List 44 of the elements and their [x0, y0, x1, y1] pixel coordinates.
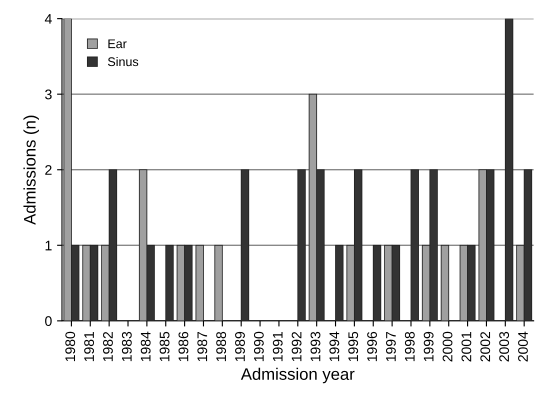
x-tick-label: 1999 — [424, 332, 434, 362]
x-tick-label: 1981 — [84, 332, 94, 362]
bar — [297, 169, 306, 321]
bar — [440, 244, 450, 321]
bar — [240, 169, 250, 321]
x-tick-label: 1982 — [103, 332, 113, 362]
y-tick-label: 2 — [45, 165, 52, 175]
x-axis-title: Admission year — [240, 368, 354, 384]
x-tick-label: 1993 — [310, 332, 320, 362]
bar — [410, 169, 419, 321]
x-tick-label: 1983 — [122, 332, 132, 362]
legend-label: Sinus — [108, 56, 138, 66]
x-tick-label: 1986 — [178, 332, 188, 362]
bar — [165, 244, 174, 321]
x-tick-label: 2004 — [518, 332, 528, 362]
legend-label: Ear — [108, 39, 127, 48]
x-tick-label: 1988 — [216, 332, 226, 362]
bar — [196, 244, 204, 321]
x-tick-label: 1994 — [329, 332, 340, 362]
y-tick-label: 0 — [45, 316, 52, 326]
x-tick-label: 2001 — [461, 332, 472, 362]
x-tick-label: 1998 — [404, 332, 415, 362]
x-tick-label: 1990 — [254, 332, 264, 362]
bar — [372, 244, 382, 321]
x-tick-label: 1989 — [235, 332, 245, 362]
x-tick-label: 2003 — [499, 332, 510, 362]
y-tick-label: 4 — [44, 14, 52, 24]
x-tick-label: 1987 — [197, 332, 208, 362]
x-tick-label: 1985 — [160, 332, 170, 362]
x-tick-label: 1995 — [348, 332, 358, 362]
y-tick-label: 1 — [46, 240, 52, 250]
x-tick-label: 2000 — [442, 332, 452, 362]
bar — [335, 244, 344, 321]
x-tick-label: 1997 — [386, 332, 396, 362]
x-tick-label: 1991 — [272, 332, 283, 362]
y-tick-label: 3 — [45, 90, 52, 100]
bar — [214, 244, 223, 321]
y-axis-title: Admissions (n) — [23, 116, 39, 225]
x-tick-label: 1984 — [140, 332, 151, 362]
x-tick-label: 1992 — [292, 332, 302, 362]
x-tick-label: 1996 — [367, 332, 377, 362]
x-tick-label: 1980 — [65, 332, 76, 362]
bar — [504, 18, 514, 321]
x-tick-label: 2002 — [480, 332, 490, 362]
